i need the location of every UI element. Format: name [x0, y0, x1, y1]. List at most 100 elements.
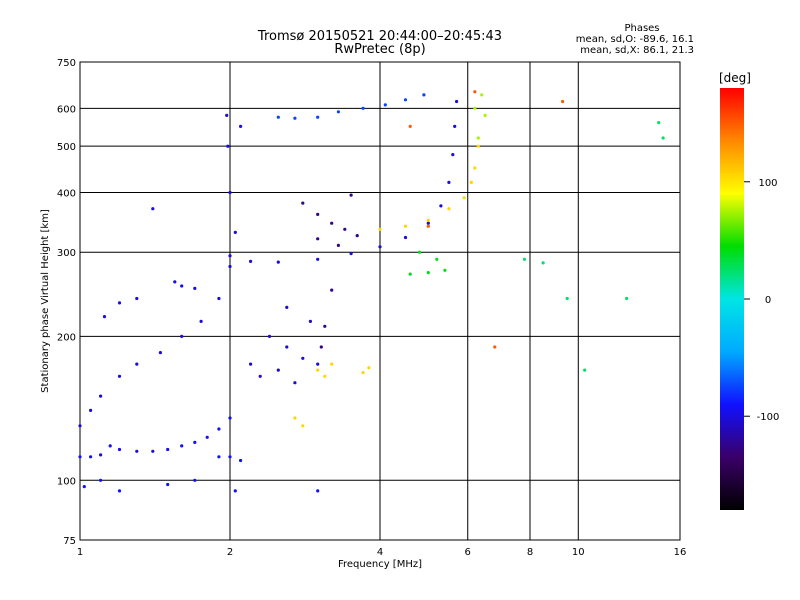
data-point [225, 113, 229, 117]
y-tick-label: 300 [57, 248, 76, 259]
data-point [228, 416, 232, 420]
data-points [78, 90, 665, 493]
data-point [99, 453, 103, 457]
data-point [316, 257, 320, 261]
data-point [383, 103, 387, 107]
y-tick-label: 600 [57, 104, 76, 115]
data-point [541, 261, 545, 265]
data-point [451, 153, 455, 157]
chart-subtitle: RwPretec (8p) [334, 42, 425, 57]
data-point [483, 113, 487, 117]
data-point [258, 374, 262, 378]
data-point [233, 230, 237, 234]
data-point [301, 356, 305, 360]
data-point [276, 368, 280, 372]
data-point [217, 296, 221, 301]
data-point [403, 224, 408, 228]
data-point [367, 366, 371, 370]
data-point [117, 447, 122, 452]
data-point [319, 345, 323, 349]
y-tick-label: 750 [57, 58, 76, 69]
data-point [361, 371, 365, 375]
data-point [228, 455, 232, 459]
data-point [316, 237, 320, 241]
data-point [349, 193, 353, 197]
data-point [102, 315, 107, 319]
data-point [228, 254, 232, 258]
grid-lines [79, 61, 681, 541]
colorbar-ticks: 100 0 -100 [744, 178, 779, 423]
x-axis-ticks: 1 2 4 6 8 10 16 [77, 547, 687, 558]
data-point [180, 284, 184, 288]
data-point [349, 252, 353, 256]
data-point [330, 221, 334, 225]
data-point [293, 416, 297, 420]
x-tick-label: 8 [527, 547, 533, 558]
data-point [151, 207, 155, 211]
y-tick-label: 100 [57, 476, 76, 487]
data-point [330, 362, 334, 366]
data-point [473, 166, 477, 170]
data-point [408, 124, 412, 128]
stats-line-x: mean, sd,X: 86.1, 21.3 [580, 45, 694, 56]
data-point [117, 301, 122, 305]
data-point [217, 455, 221, 459]
data-point [193, 478, 197, 482]
data-point [473, 106, 477, 110]
data-point [316, 362, 320, 366]
x-tick-label: 16 [674, 547, 687, 558]
data-point [378, 227, 382, 231]
x-tick-label: 10 [572, 547, 585, 558]
data-point [480, 93, 484, 97]
data-point [378, 245, 382, 249]
data-point [193, 286, 197, 290]
data-point [108, 444, 112, 448]
data-point [239, 458, 243, 463]
data-point [453, 124, 457, 128]
data-point [267, 334, 272, 338]
data-point [426, 224, 430, 228]
data-point [180, 444, 184, 448]
data-point [82, 485, 86, 489]
data-point [193, 440, 197, 444]
colorbar-label: [deg] [719, 71, 751, 85]
data-point [293, 116, 297, 120]
data-point [117, 374, 122, 378]
data-point [276, 115, 280, 119]
data-point [462, 196, 466, 200]
data-point [233, 489, 237, 493]
data-point [78, 424, 82, 428]
data-point [330, 288, 334, 292]
data-point [435, 257, 439, 261]
data-point [228, 190, 232, 195]
data-point [308, 319, 312, 323]
data-point [336, 110, 340, 114]
data-point [249, 362, 253, 366]
data-point [447, 180, 451, 184]
data-point [316, 368, 320, 372]
data-point [249, 259, 253, 263]
data-point [293, 381, 297, 385]
data-point [89, 455, 93, 459]
data-point [408, 272, 412, 276]
data-point [205, 435, 209, 439]
data-point [285, 345, 289, 349]
data-point [151, 449, 155, 453]
data-point [522, 257, 527, 261]
data-point [301, 424, 305, 428]
data-point [469, 180, 473, 184]
y-tick-label: 200 [57, 332, 76, 343]
data-point [443, 268, 447, 272]
data-point [199, 319, 203, 323]
data-point [417, 250, 422, 254]
colorbar-tick-label: 0 [765, 295, 771, 306]
data-point [78, 455, 82, 459]
data-point [426, 221, 430, 225]
data-point [117, 489, 122, 493]
data-point [316, 115, 320, 119]
x-tick-label: 2 [227, 547, 233, 558]
colorbar [720, 88, 744, 510]
data-point [276, 260, 280, 264]
data-point [355, 234, 359, 238]
